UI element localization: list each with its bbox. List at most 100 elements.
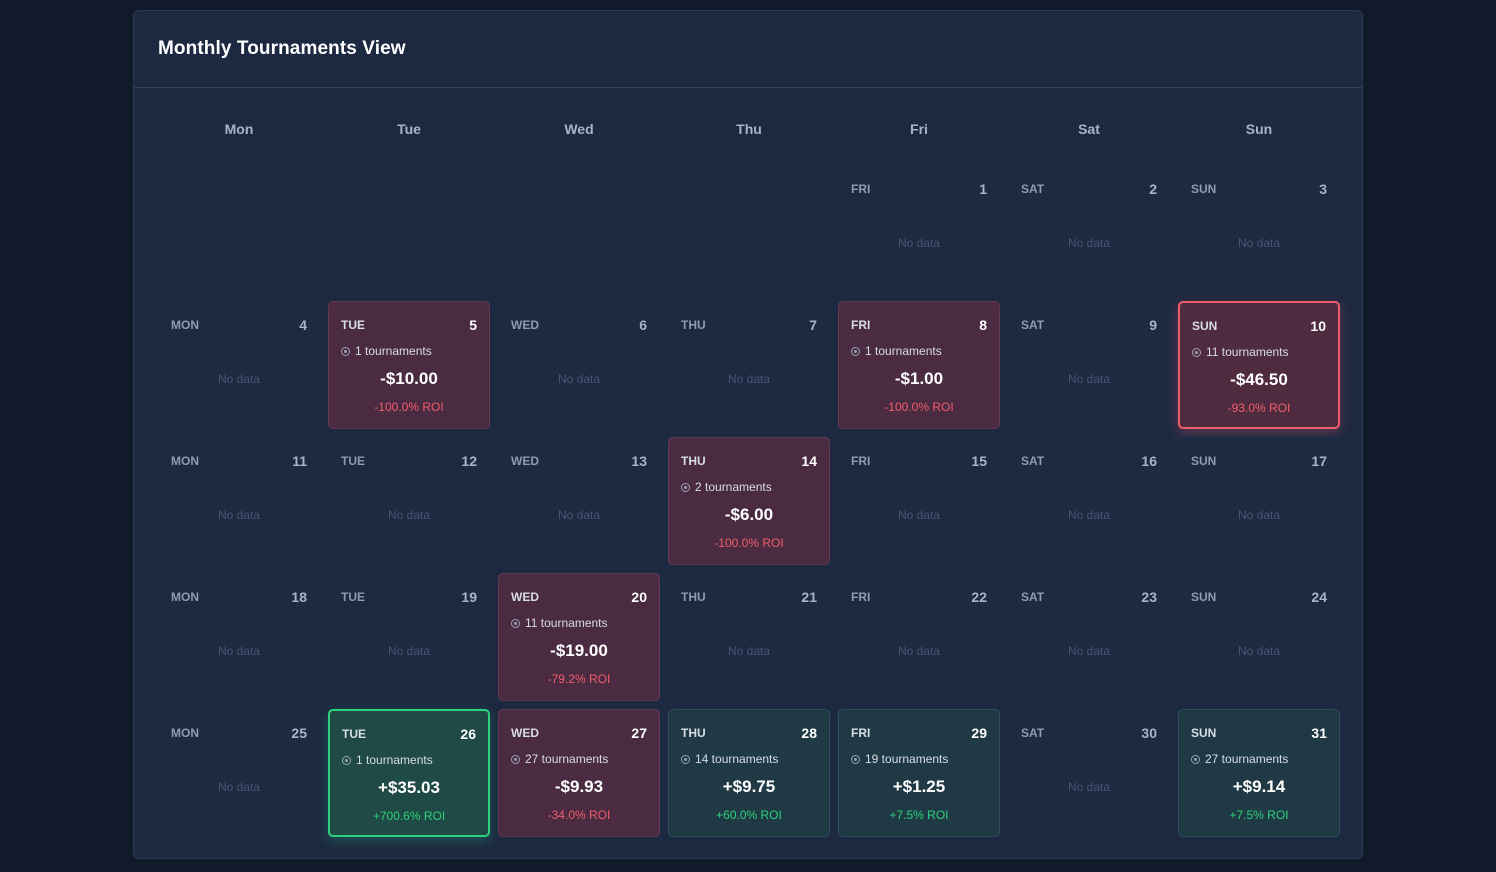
day-number: 14 (801, 453, 817, 469)
roi-value: -100.0% ROI (374, 400, 444, 414)
tournament-icon (1191, 754, 1200, 764)
day-of-week-label: SAT (1021, 454, 1045, 468)
no-data-label: No data (387, 644, 431, 658)
day-cell[interactable]: SAT 23 No data (1008, 573, 1170, 701)
roi-value: +7.5% ROI (889, 808, 949, 822)
day-of-week-label: FRI (851, 590, 871, 604)
no-data-label: No data (1067, 236, 1111, 250)
profit-value: -$6.00 (724, 505, 774, 524)
day-number: 25 (291, 725, 307, 741)
day-cell[interactable]: SAT 2 No data (1008, 165, 1170, 293)
roi-value: -93.0% ROI (1227, 401, 1291, 415)
no-data-label: No data (727, 644, 771, 658)
day-number: 3 (1319, 181, 1327, 197)
profit-value: -$46.50 (1230, 370, 1288, 389)
no-data-label: No data (897, 508, 941, 522)
profit-value: -$10.00 (380, 369, 438, 388)
calendar-blank-cell (498, 165, 660, 293)
day-cell[interactable]: TUE 19 No data (328, 573, 490, 701)
tournament-icon (341, 346, 350, 356)
day-of-week-label: WED (511, 318, 539, 332)
tournament-icon (851, 346, 860, 356)
day-cell[interactable]: WED 6 No data (498, 301, 660, 429)
weekday-header: Mon Tue Wed Thu Fri Sat Sun (158, 121, 1340, 141)
day-cell[interactable]: FRI 22 No data (838, 573, 1000, 701)
no-data-label: No data (1067, 644, 1111, 658)
day-of-week-label: MON (171, 318, 199, 332)
profit-value: +$9.14 (1232, 777, 1286, 796)
day-of-week-label: THU (681, 454, 706, 468)
day-cell[interactable]: SUN 31 27 tournaments +$9.14 +7.5% ROI (1178, 709, 1340, 837)
tournament-count-label: 1 tournaments (355, 344, 432, 358)
day-cell[interactable]: WED 20 11 tournaments -$19.00 -79.2% ROI (498, 573, 660, 701)
day-cell[interactable]: SAT 30 No data (1008, 709, 1170, 837)
day-number: 28 (801, 725, 817, 741)
day-cell[interactable]: WED 13 No data (498, 437, 660, 565)
calendar-panel: Monthly Tournaments View Mon Tue Wed Thu Fri… (133, 10, 1363, 859)
roi-value: +60.0% ROI (716, 808, 782, 822)
no-data-label: No data (1237, 508, 1281, 522)
day-cell[interactable]: MON 11 No data (158, 437, 320, 565)
profit-value: -$1.00 (894, 369, 944, 388)
tournament-icon (681, 754, 690, 764)
tournament-icon (681, 482, 690, 492)
tournament-count-label: 11 tournaments (525, 616, 608, 630)
day-cell[interactable]: FRI 1 No data (838, 165, 1000, 293)
roi-value: -34.0% ROI (547, 808, 611, 822)
day-cell[interactable]: SUN 17 No data (1178, 437, 1340, 565)
day-number: 26 (460, 726, 476, 742)
tournament-count-label: 14 tournaments (695, 752, 779, 766)
roi-value: -100.0% ROI (884, 400, 954, 414)
roi-value: +700.6% ROI (372, 809, 446, 823)
day-number: 21 (801, 589, 817, 605)
no-data-label: No data (387, 508, 431, 522)
tournament-count: 14 tournaments (681, 752, 778, 766)
day-cell[interactable]: THU 21 No data (668, 573, 830, 701)
tournament-count: 27 tournaments (1191, 752, 1288, 766)
no-data-label: No data (1067, 780, 1111, 794)
tournament-icon (511, 618, 520, 628)
day-of-week-label: SUN (1191, 590, 1217, 604)
day-number: 7 (809, 317, 817, 333)
roi-value: -79.2% ROI (547, 672, 611, 686)
day-cell[interactable]: MON 18 No data (158, 573, 320, 701)
day-cell[interactable]: FRI 29 19 tournaments +$1.25 +7.5% ROI (838, 709, 1000, 837)
day-cell[interactable]: TUE 5 1 tournaments -$10.00 -100.0% ROI (328, 301, 490, 429)
day-of-week-label: SUN (1191, 726, 1217, 740)
tournament-icon (1192, 347, 1201, 357)
profit-value: -$19.00 (550, 641, 608, 660)
day-cell[interactable]: FRI 8 1 tournaments -$1.00 -100.0% ROI (838, 301, 1000, 429)
no-data-label: No data (217, 508, 261, 522)
day-cell[interactable]: MON 25 No data (158, 709, 320, 837)
day-cell[interactable]: SUN 10 11 tournaments -$46.50 -93.0% ROI (1178, 301, 1340, 429)
tournament-icon (851, 754, 860, 764)
day-of-week-label: TUE (341, 454, 365, 468)
day-number: 1 (979, 181, 987, 197)
day-cell[interactable]: SAT 16 No data (1008, 437, 1170, 565)
no-data-label: No data (557, 372, 601, 386)
tournament-count: 2 tournaments (681, 480, 772, 494)
day-cell[interactable]: SAT 9 No data (1008, 301, 1170, 429)
day-cell[interactable]: SUN 3 No data (1178, 165, 1340, 293)
day-of-week-label: MON (171, 454, 199, 468)
weekday-label: Fri (910, 121, 928, 137)
day-cell[interactable]: THU 14 2 tournaments -$6.00 -100.0% ROI (668, 437, 830, 565)
day-cell[interactable]: TUE 26 1 tournaments +$35.03 +700.6% ROI (328, 709, 490, 837)
day-of-week-label: WED (511, 726, 539, 740)
tournament-count-label: 27 tournaments (525, 752, 609, 766)
day-of-week-label: SUN (1191, 182, 1217, 196)
tournament-count: 11 tournaments (1192, 345, 1289, 359)
day-number: 17 (1311, 453, 1327, 469)
day-cell[interactable]: SUN 24 No data (1178, 573, 1340, 701)
day-number: 22 (971, 589, 987, 605)
day-cell[interactable]: THU 28 14 tournaments +$9.75 +60.0% ROI (668, 709, 830, 837)
day-number: 18 (291, 589, 307, 605)
day-cell[interactable]: MON 4 No data (158, 301, 320, 429)
roi-value: -100.0% ROI (714, 536, 784, 550)
day-cell[interactable]: FRI 15 No data (838, 437, 1000, 565)
day-cell[interactable]: THU 7 No data (668, 301, 830, 429)
day-cell[interactable]: TUE 12 No data (328, 437, 490, 565)
day-cell[interactable]: WED 27 27 tournaments -$9.93 -34.0% ROI (498, 709, 660, 837)
calendar-grid: FRI 1 No data SAT 2 No data SUN 3 No data MON 4 No … (158, 165, 1340, 837)
no-data-label: No data (217, 780, 261, 794)
